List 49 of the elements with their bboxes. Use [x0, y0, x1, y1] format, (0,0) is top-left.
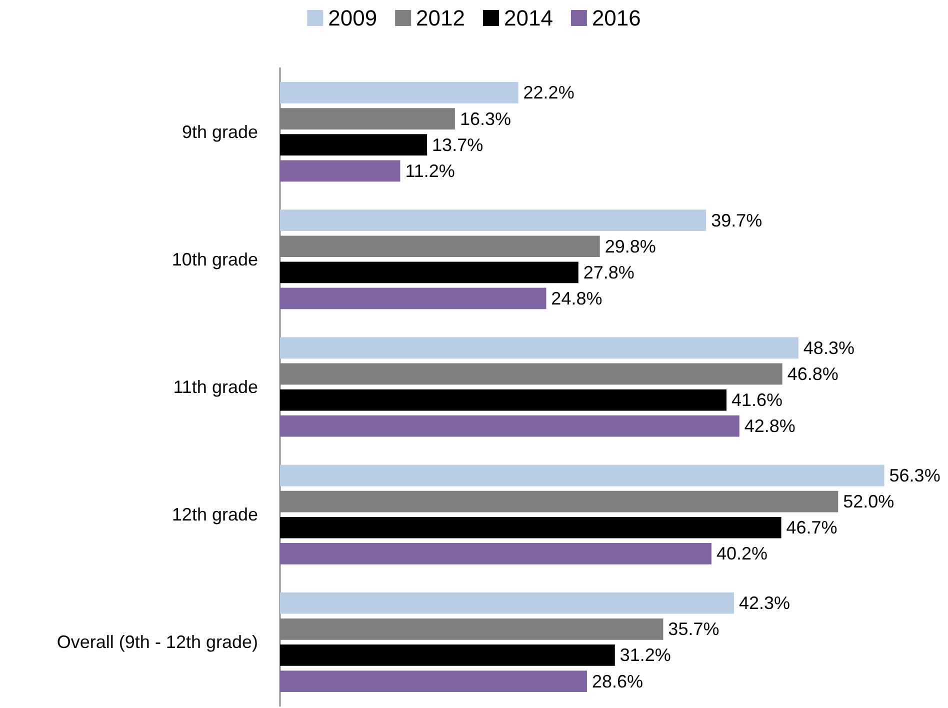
bar: [280, 644, 615, 666]
y-tick-label: Overall (9th - 12th grade): [56, 632, 258, 652]
bar: [280, 160, 400, 182]
bar: [280, 210, 706, 231]
legend-label: 2014: [504, 6, 553, 30]
y-tick-label: 10th grade: [172, 249, 258, 270]
data-label: 42.8%: [744, 416, 796, 436]
bar: [280, 415, 740, 437]
bar: [280, 337, 798, 359]
data-label: 56.3%: [889, 466, 940, 486]
data-label: 48.3%: [803, 338, 854, 358]
legend-label: 2012: [416, 6, 466, 30]
bar: [280, 543, 712, 564]
bar: [280, 236, 600, 258]
data-label: 29.8%: [604, 236, 656, 256]
legend-label: 2009: [328, 6, 378, 30]
bar: [280, 82, 518, 104]
data-label: 27.8%: [583, 262, 634, 282]
bar: [280, 134, 428, 156]
bar: [280, 592, 734, 614]
bar: [280, 363, 782, 385]
bar: [280, 670, 587, 692]
data-label: 52.0%: [843, 492, 894, 512]
data-label: 41.6%: [732, 390, 783, 410]
bar: [280, 618, 664, 640]
data-label: 16.3%: [460, 108, 511, 129]
data-label: 42.3%: [739, 593, 790, 614]
bar: [280, 464, 884, 486]
bar: [280, 108, 455, 130]
y-tick-label: 9th grade: [182, 122, 258, 142]
y-tick-label: 12th grade: [172, 504, 258, 525]
data-label: 31.2%: [620, 645, 671, 666]
data-label: 22.2%: [523, 82, 574, 103]
data-label: 24.8%: [551, 288, 602, 308]
bar: [280, 516, 782, 538]
data-label: 40.2%: [716, 544, 768, 564]
bar: [280, 389, 727, 411]
data-label: 13.7%: [432, 134, 484, 155]
bar: [280, 288, 546, 310]
y-tick-label: 11th grade: [173, 377, 258, 397]
data-label: 28.6%: [592, 671, 644, 692]
legend-label: 2016: [592, 6, 641, 30]
data-label: 39.7%: [711, 210, 762, 230]
data-label: 46.7%: [786, 518, 838, 538]
data-label: 11.2%: [405, 160, 455, 181]
data-label: 35.7%: [668, 619, 720, 640]
data-label: 46.8%: [787, 364, 838, 384]
bar: [280, 262, 578, 284]
bar: [280, 490, 838, 512]
